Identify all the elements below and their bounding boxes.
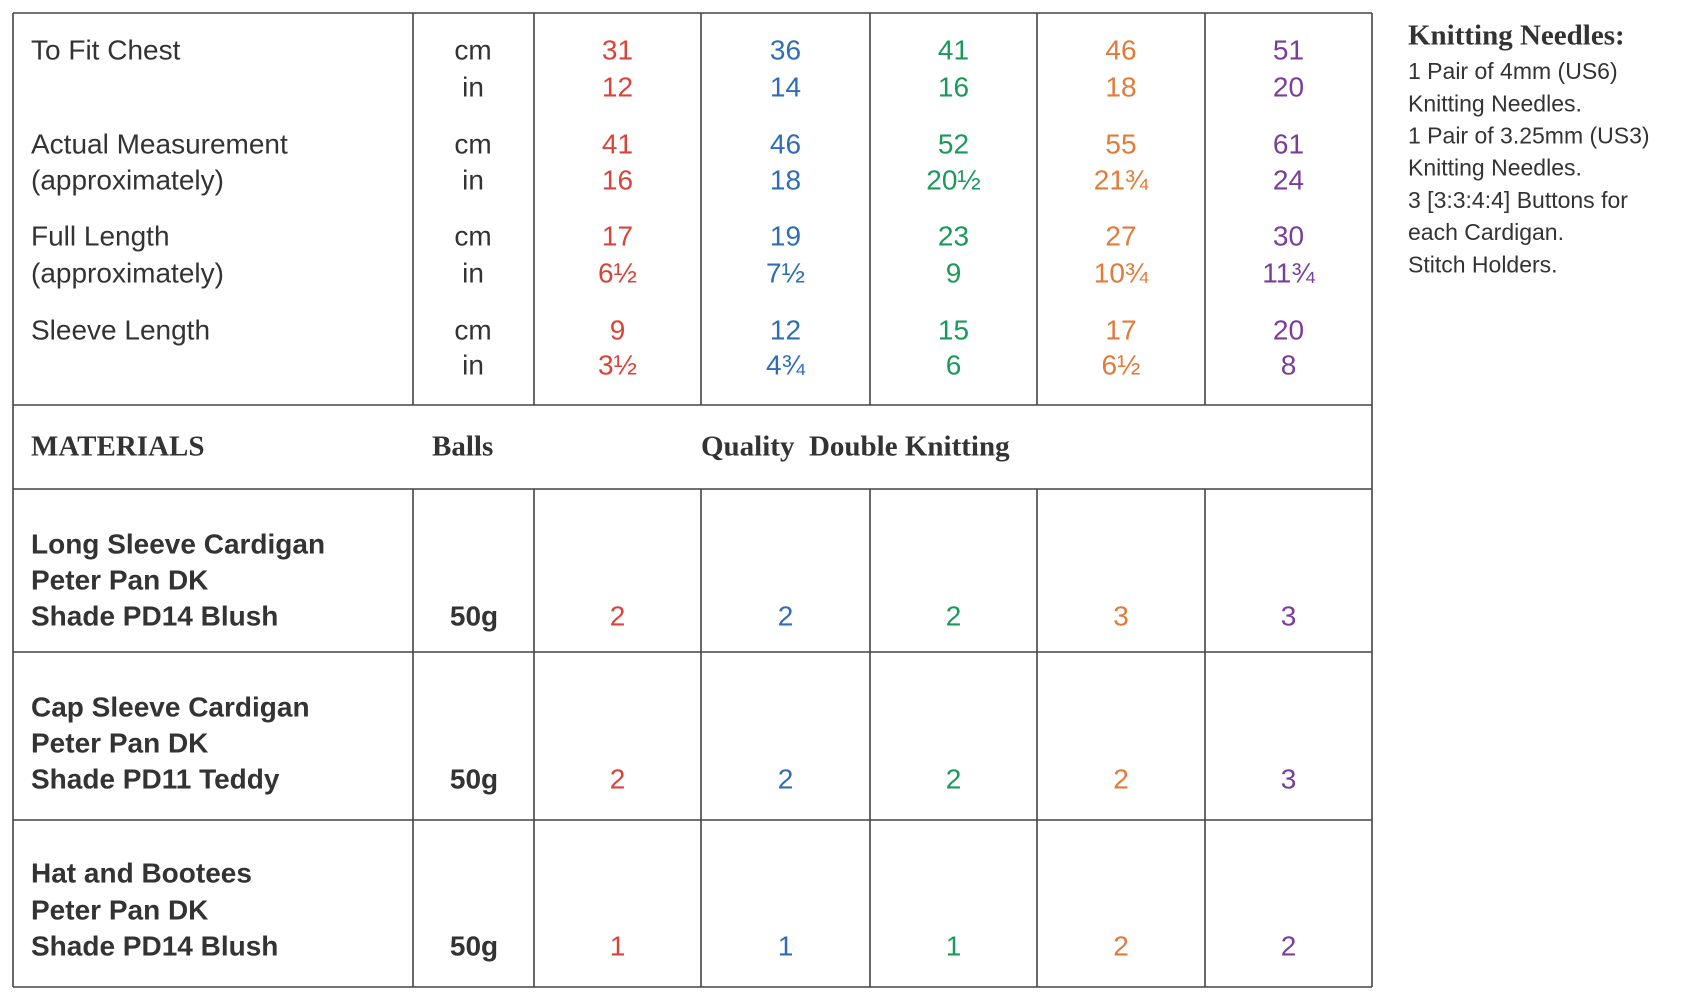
ball-count: 2: [1113, 930, 1129, 961]
unit: cm: [454, 314, 491, 345]
needles-line: each Cardigan.: [1408, 219, 1564, 245]
unit: cm: [454, 34, 491, 65]
item-line: Shade PD14 Blush: [31, 600, 278, 631]
size-value: 4¾: [766, 349, 806, 380]
size-value: 12: [770, 314, 801, 345]
size-value: 3½: [598, 349, 637, 380]
ball-count: 1: [946, 930, 962, 961]
size-value: 15: [938, 314, 969, 345]
size-value: 17: [602, 220, 633, 251]
size-value: 16: [602, 164, 633, 195]
size-value: 51: [1273, 34, 1304, 65]
item-line: Cap Sleeve Cardigan: [31, 691, 310, 722]
balls-header: Balls: [432, 431, 493, 463]
size-value: 52: [938, 128, 969, 159]
ball-count: 1: [778, 930, 794, 961]
item-weight: 50g: [450, 763, 498, 794]
ball-count: 2: [778, 763, 794, 794]
measurement-label: Actual Measurement: [31, 128, 288, 159]
size-value: 18: [770, 164, 801, 195]
item-line: Long Sleeve Cardigan: [31, 528, 325, 559]
item-line: Shade PD14 Blush: [31, 930, 278, 961]
ball-count: 3: [1281, 600, 1297, 631]
size-value: 11¾: [1262, 257, 1315, 288]
size-value: 10¾: [1094, 257, 1149, 288]
size-value: 46: [770, 128, 801, 159]
item-line: Shade PD11 Teddy: [31, 763, 280, 794]
ball-count: 3: [1113, 600, 1129, 631]
size-value: 19: [770, 220, 801, 251]
materials-header: MATERIALS: [31, 431, 205, 463]
ball-count: 2: [946, 763, 962, 794]
size-value: 21¾: [1094, 164, 1149, 195]
size-value: 9: [946, 257, 962, 288]
size-value: 6½: [598, 257, 637, 288]
size-value: 55: [1105, 128, 1136, 159]
size-value: 6: [946, 349, 962, 380]
item-weight: 50g: [450, 600, 498, 631]
ball-count: 2: [778, 600, 794, 631]
size-value: 30: [1273, 220, 1304, 251]
ball-count: 2: [610, 763, 626, 794]
item-weight: 50g: [450, 930, 498, 961]
unit: in: [462, 349, 484, 380]
ball-count: 1: [610, 930, 626, 961]
ball-count: 2: [946, 600, 962, 631]
needles-line: 1 Pair of 4mm (US6): [1408, 58, 1618, 84]
size-value: 20½: [926, 164, 981, 195]
size-value: 12: [602, 71, 633, 102]
size-value: 9: [610, 314, 626, 345]
item-line: Peter Pan DK: [31, 564, 208, 595]
size-value: 20: [1273, 71, 1304, 102]
size-value: 27: [1105, 220, 1136, 251]
size-value: 18: [1105, 71, 1136, 102]
unit: in: [462, 71, 484, 102]
measurement-label: (approximately): [31, 164, 224, 195]
size-value: 14: [770, 71, 801, 102]
measurement-label: (approximately): [31, 257, 224, 288]
needles-line: Knitting Needles.: [1408, 155, 1582, 181]
unit: in: [462, 164, 484, 195]
size-value: 41: [938, 34, 969, 65]
size-value: 41: [602, 128, 633, 159]
needles-line: 3 [3:3:4:4] Buttons for: [1408, 187, 1628, 213]
size-value: 24: [1273, 164, 1304, 195]
ball-count: 3: [1281, 763, 1297, 794]
quality-header: Quality Double Knitting: [701, 431, 1010, 463]
ball-count: 2: [1113, 763, 1129, 794]
unit: cm: [454, 220, 491, 251]
size-value: 17: [1105, 314, 1136, 345]
size-value: 36: [770, 34, 801, 65]
size-value: 31: [602, 34, 633, 65]
size-value: 20: [1273, 314, 1304, 345]
ball-count: 2: [610, 600, 626, 631]
item-line: Hat and Bootees: [31, 857, 252, 888]
measurement-label: Full Length: [31, 220, 170, 251]
size-value: 16: [938, 71, 969, 102]
measurement-label: Sleeve Length: [31, 314, 210, 345]
needles-line: Knitting Needles.: [1408, 90, 1582, 116]
needles-line: Stitch Holders.: [1408, 251, 1558, 277]
size-value: 7½: [766, 257, 805, 288]
size-value: 6½: [1102, 349, 1141, 380]
size-value: 8: [1281, 349, 1297, 380]
size-value: 23: [938, 220, 969, 251]
ball-count: 2: [1281, 930, 1297, 961]
needles-title: Knitting Needles:: [1408, 20, 1625, 52]
unit: in: [462, 257, 484, 288]
measurement-label: To Fit Chest: [31, 34, 181, 65]
size-value: 46: [1105, 34, 1136, 65]
unit: cm: [454, 128, 491, 159]
size-value: 61: [1273, 128, 1304, 159]
item-line: Peter Pan DK: [31, 727, 208, 758]
item-line: Peter Pan DK: [31, 894, 208, 925]
needles-line: 1 Pair of 3.25mm (US3): [1408, 122, 1650, 148]
